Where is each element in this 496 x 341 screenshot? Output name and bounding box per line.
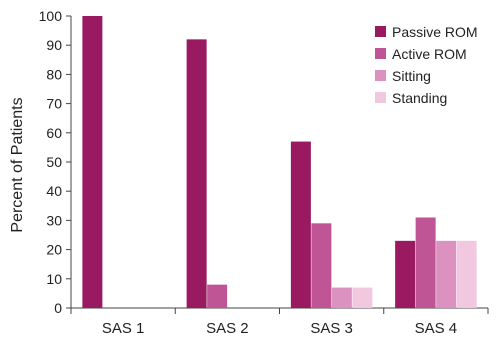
bar-passive-rom-sas-3 [290, 141, 311, 308]
y-tick-label: 40 [46, 183, 62, 199]
bars [82, 16, 477, 309]
x-category-label: SAS 1 [102, 320, 145, 337]
y-tick-label: 10 [46, 271, 62, 287]
legend-swatch [375, 48, 386, 59]
x-category-label: SAS 2 [206, 320, 249, 337]
y-tick-label: 30 [46, 212, 62, 228]
legend-label: Passive ROM [392, 24, 478, 40]
x-category-label: SAS 3 [310, 320, 353, 337]
x-category-label: SAS 4 [415, 320, 458, 337]
y-tick-label: 70 [46, 96, 62, 112]
y-tick-label: 0 [54, 300, 62, 316]
y-axis: 0 10 20 30 40 50 60 70 80 90 100 [39, 8, 72, 316]
y-tick-label: 90 [46, 37, 62, 53]
bar-standing-sas-3 [352, 287, 373, 308]
y-tick-label: 20 [46, 242, 62, 258]
x-axis: SAS 1 SAS 2 SAS 3 SAS 4 [70, 307, 489, 337]
bar-active-rom-sas-2 [207, 284, 228, 308]
legend-swatch [375, 26, 386, 37]
legend-label: Standing [392, 90, 447, 106]
y-tick-label: 80 [46, 66, 62, 82]
y-tick-label: 100 [39, 8, 63, 24]
bar-passive-rom-sas-4 [395, 240, 416, 308]
y-tick-label: 60 [46, 125, 62, 141]
bar-passive-rom-sas-1 [82, 16, 103, 308]
legend-swatch [375, 92, 386, 103]
bar-standing-sas-4 [456, 240, 477, 308]
y-tick-label: 50 [46, 154, 62, 170]
y-axis-title: Percent of Patients [9, 97, 26, 232]
bar-active-rom-sas-3 [311, 223, 332, 308]
legend: Passive ROM Active ROM Sitting Standing [375, 24, 478, 106]
legend-swatch [375, 70, 386, 81]
bar-sitting-sas-4 [436, 240, 457, 308]
bar-active-rom-sas-4 [415, 217, 436, 308]
legend-label: Sitting [392, 68, 431, 84]
bar-passive-rom-sas-2 [186, 39, 207, 309]
bar-sitting-sas-3 [331, 287, 352, 308]
legend-label: Active ROM [392, 46, 467, 62]
